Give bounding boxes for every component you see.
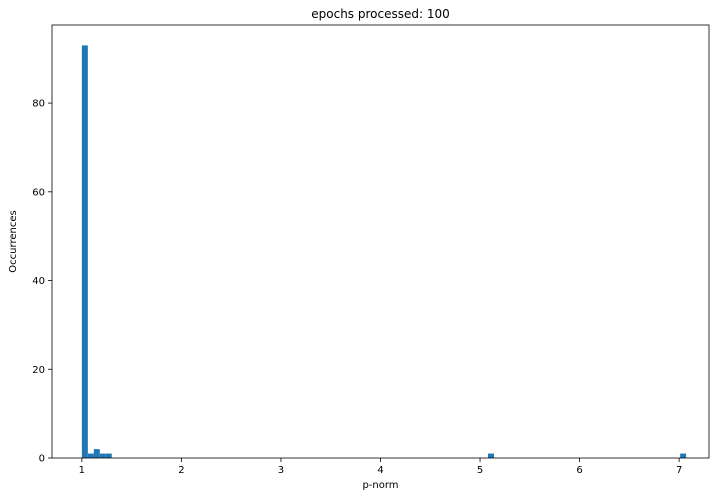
histogram-bar-4 <box>105 453 112 458</box>
bars-layer <box>81 45 687 459</box>
y-tick-label: 60 <box>32 187 45 198</box>
histogram-bar-0 <box>81 45 88 459</box>
histogram-bar-6 <box>680 453 687 458</box>
x-tick-label: 1 <box>79 465 85 476</box>
histogram-bar-3 <box>99 453 106 458</box>
plot-frame <box>51 24 710 459</box>
y-axis-label: Occurrences <box>8 210 19 272</box>
histogram-bar-5 <box>488 453 494 458</box>
ticks-layer: 1 2 3 4 5 6 7 0 20 40 60 80 <box>32 99 682 476</box>
y-tick-label: 0 <box>39 454 45 465</box>
x-tick-label: 4 <box>377 465 383 476</box>
x-tick-label: 2 <box>178 465 184 476</box>
y-tick-label: 20 <box>32 365 45 376</box>
histogram-bar-2 <box>93 449 100 458</box>
histogram-bar-1 <box>87 453 94 458</box>
y-tick-label: 80 <box>32 99 45 110</box>
x-axis-label: p-norm <box>362 480 398 491</box>
x-tick-label: 5 <box>477 465 483 476</box>
chart-title: epochs processed: 100 <box>311 7 450 21</box>
y-tick-label: 40 <box>32 276 45 287</box>
x-tick-label: 7 <box>676 465 682 476</box>
x-tick-label: 3 <box>278 465 284 476</box>
x-tick-label: 6 <box>576 465 582 476</box>
